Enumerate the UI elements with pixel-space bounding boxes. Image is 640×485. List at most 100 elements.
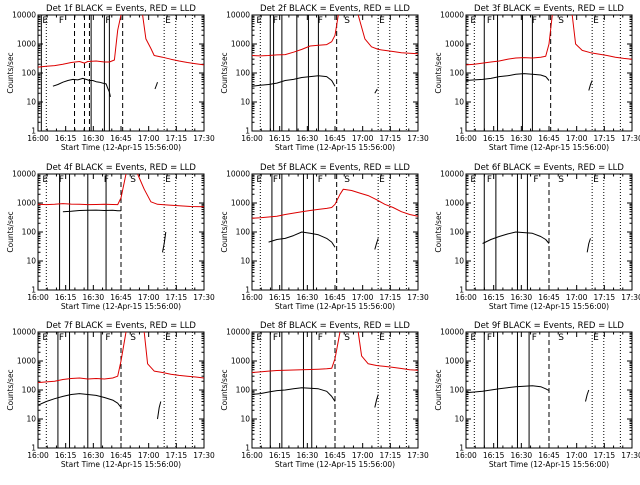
y-tick-label: 1: [245, 286, 250, 295]
y-tick-label: 1000: [445, 357, 464, 366]
x-tick-label: 17:00: [138, 293, 160, 302]
event-marker-label: F: [59, 333, 64, 343]
panel-8: Det 8f BLACK = Events, RED = LLD E F F S E 1 10…: [220, 321, 429, 469]
events-series-line: [154, 82, 158, 90]
x-tick-label: 16:15: [269, 134, 291, 143]
x-tick-label: 16:00: [241, 451, 263, 460]
events-series-line: [374, 238, 379, 250]
y-tick-label: 1000: [231, 199, 250, 208]
y-axis-label: Counts/sec: [6, 369, 15, 410]
x-tick-label: 17:15: [166, 134, 188, 143]
event-marker-label: E: [256, 175, 262, 185]
x-tick-label: 16:00: [455, 293, 477, 302]
events-series-line: [157, 401, 162, 420]
event-marker-label: F: [318, 16, 323, 26]
panel-1: Det 1f BLACK = Events, RED = LLD E F F E 1 10 1…: [6, 4, 215, 152]
x-tick-label: 16:15: [55, 293, 77, 302]
x-tick-label: 17:30: [193, 134, 215, 143]
y-tick-label: 1: [459, 444, 464, 453]
lld-series-line: [137, 173, 205, 208]
event-marker-label: S: [344, 175, 350, 185]
x-tick-label: 16:30: [297, 451, 319, 460]
event-marker-label: F: [533, 175, 538, 185]
events-series-line: [374, 394, 379, 408]
events-series-line: [251, 387, 336, 402]
events-series-line: [482, 231, 550, 244]
event-marker-label: E: [593, 333, 599, 343]
event-marker-label: F: [532, 333, 537, 343]
x-tick-label: 16:15: [269, 293, 291, 302]
events-series-line: [162, 231, 167, 253]
event-marker-label: F: [487, 16, 492, 26]
x-tick-label: 16:45: [538, 134, 560, 143]
x-tick-label: 17:00: [352, 293, 374, 302]
panel-title: Det 7f BLACK = Events, RED = LLD: [46, 321, 196, 331]
x-tick-label: 17:00: [566, 134, 588, 143]
y-tick-label: 10000: [12, 11, 36, 20]
y-tick-label: 100: [22, 386, 37, 395]
lld-series-line: [465, 14, 553, 66]
y-tick-label: 100: [22, 228, 37, 237]
x-tick-label: 16:00: [455, 451, 477, 460]
x-tick-label: 16:45: [110, 451, 132, 460]
y-tick-label: 10000: [226, 170, 250, 179]
event-marker-label: S: [558, 16, 564, 26]
x-axis-label: Start Time (12-Apr-15 15:56:00): [275, 302, 395, 311]
y-tick-label: 1: [459, 286, 464, 295]
x-tick-label: 17:15: [166, 293, 188, 302]
x-tick-label: 17:15: [594, 134, 616, 143]
y-tick-label: 1000: [231, 40, 250, 49]
y-axis-label: Counts/sec: [6, 52, 15, 93]
event-marker-label: S: [558, 175, 564, 185]
y-tick-label: 10: [26, 98, 36, 107]
x-tick-label: 16:45: [110, 293, 132, 302]
event-marker-label: S: [130, 333, 136, 343]
event-marker-label: S: [130, 175, 136, 185]
x-tick-label: 16:45: [324, 451, 346, 460]
y-axis-label: Counts/sec: [6, 211, 15, 252]
y-tick-label: 10000: [226, 11, 250, 20]
x-tick-label: 16:00: [27, 293, 49, 302]
x-axis-label: Start Time (12-Apr-15 15:56:00): [61, 460, 181, 469]
x-tick-label: 17:30: [193, 451, 215, 460]
x-tick-label: 17:15: [380, 134, 402, 143]
event-marker-label: F: [318, 333, 323, 343]
panel-title: Det 9f BLACK = Events, RED = LLD: [474, 321, 624, 331]
x-tick-label: 16:15: [483, 451, 505, 460]
events-series-line: [465, 73, 550, 81]
y-tick-label: 1: [31, 286, 36, 295]
x-tick-label: 16:15: [55, 134, 77, 143]
panel-title: Det 3f BLACK = Events, RED = LLD: [474, 4, 624, 14]
x-tick-label: 16:30: [83, 134, 105, 143]
y-tick-label: 100: [236, 69, 251, 78]
y-tick-label: 10: [454, 415, 464, 424]
y-tick-label: 10: [454, 98, 464, 107]
x-tick-label: 16:15: [483, 293, 505, 302]
x-axis-label: Start Time (12-Apr-15 15:56:00): [275, 460, 395, 469]
panel-9: Det 9f BLACK = Events, RED = LLD E F F S E 1 10…: [434, 321, 640, 469]
panel-title: Det 4f BLACK = Events, RED = LLD: [46, 163, 196, 173]
y-tick-label: 10000: [440, 11, 464, 20]
y-tick-label: 100: [450, 386, 465, 395]
lld-series-line: [571, 14, 633, 60]
x-tick-label: 17:00: [566, 451, 588, 460]
x-tick-label: 17:30: [621, 293, 640, 302]
x-tick-label: 17:15: [594, 293, 616, 302]
event-marker-label: F: [105, 16, 110, 26]
event-marker-label: E: [379, 333, 385, 343]
lld-series-line: [142, 14, 205, 66]
y-tick-label: 1000: [17, 199, 36, 208]
x-tick-label: 16:45: [110, 134, 132, 143]
y-tick-label: 10000: [440, 170, 464, 179]
x-tick-label: 16:45: [538, 451, 560, 460]
events-series-line: [62, 209, 121, 213]
y-tick-label: 10000: [226, 328, 250, 337]
events-series-line: [586, 238, 591, 253]
events-series-line: [585, 389, 590, 402]
panel-title: Det 6f BLACK = Events, RED = LLD: [474, 163, 624, 173]
x-tick-label: 16:30: [83, 451, 105, 460]
x-tick-label: 17:00: [352, 451, 374, 460]
x-tick-label: 16:30: [83, 293, 105, 302]
event-marker-label: E: [470, 333, 476, 343]
events-series-line: [588, 80, 593, 91]
